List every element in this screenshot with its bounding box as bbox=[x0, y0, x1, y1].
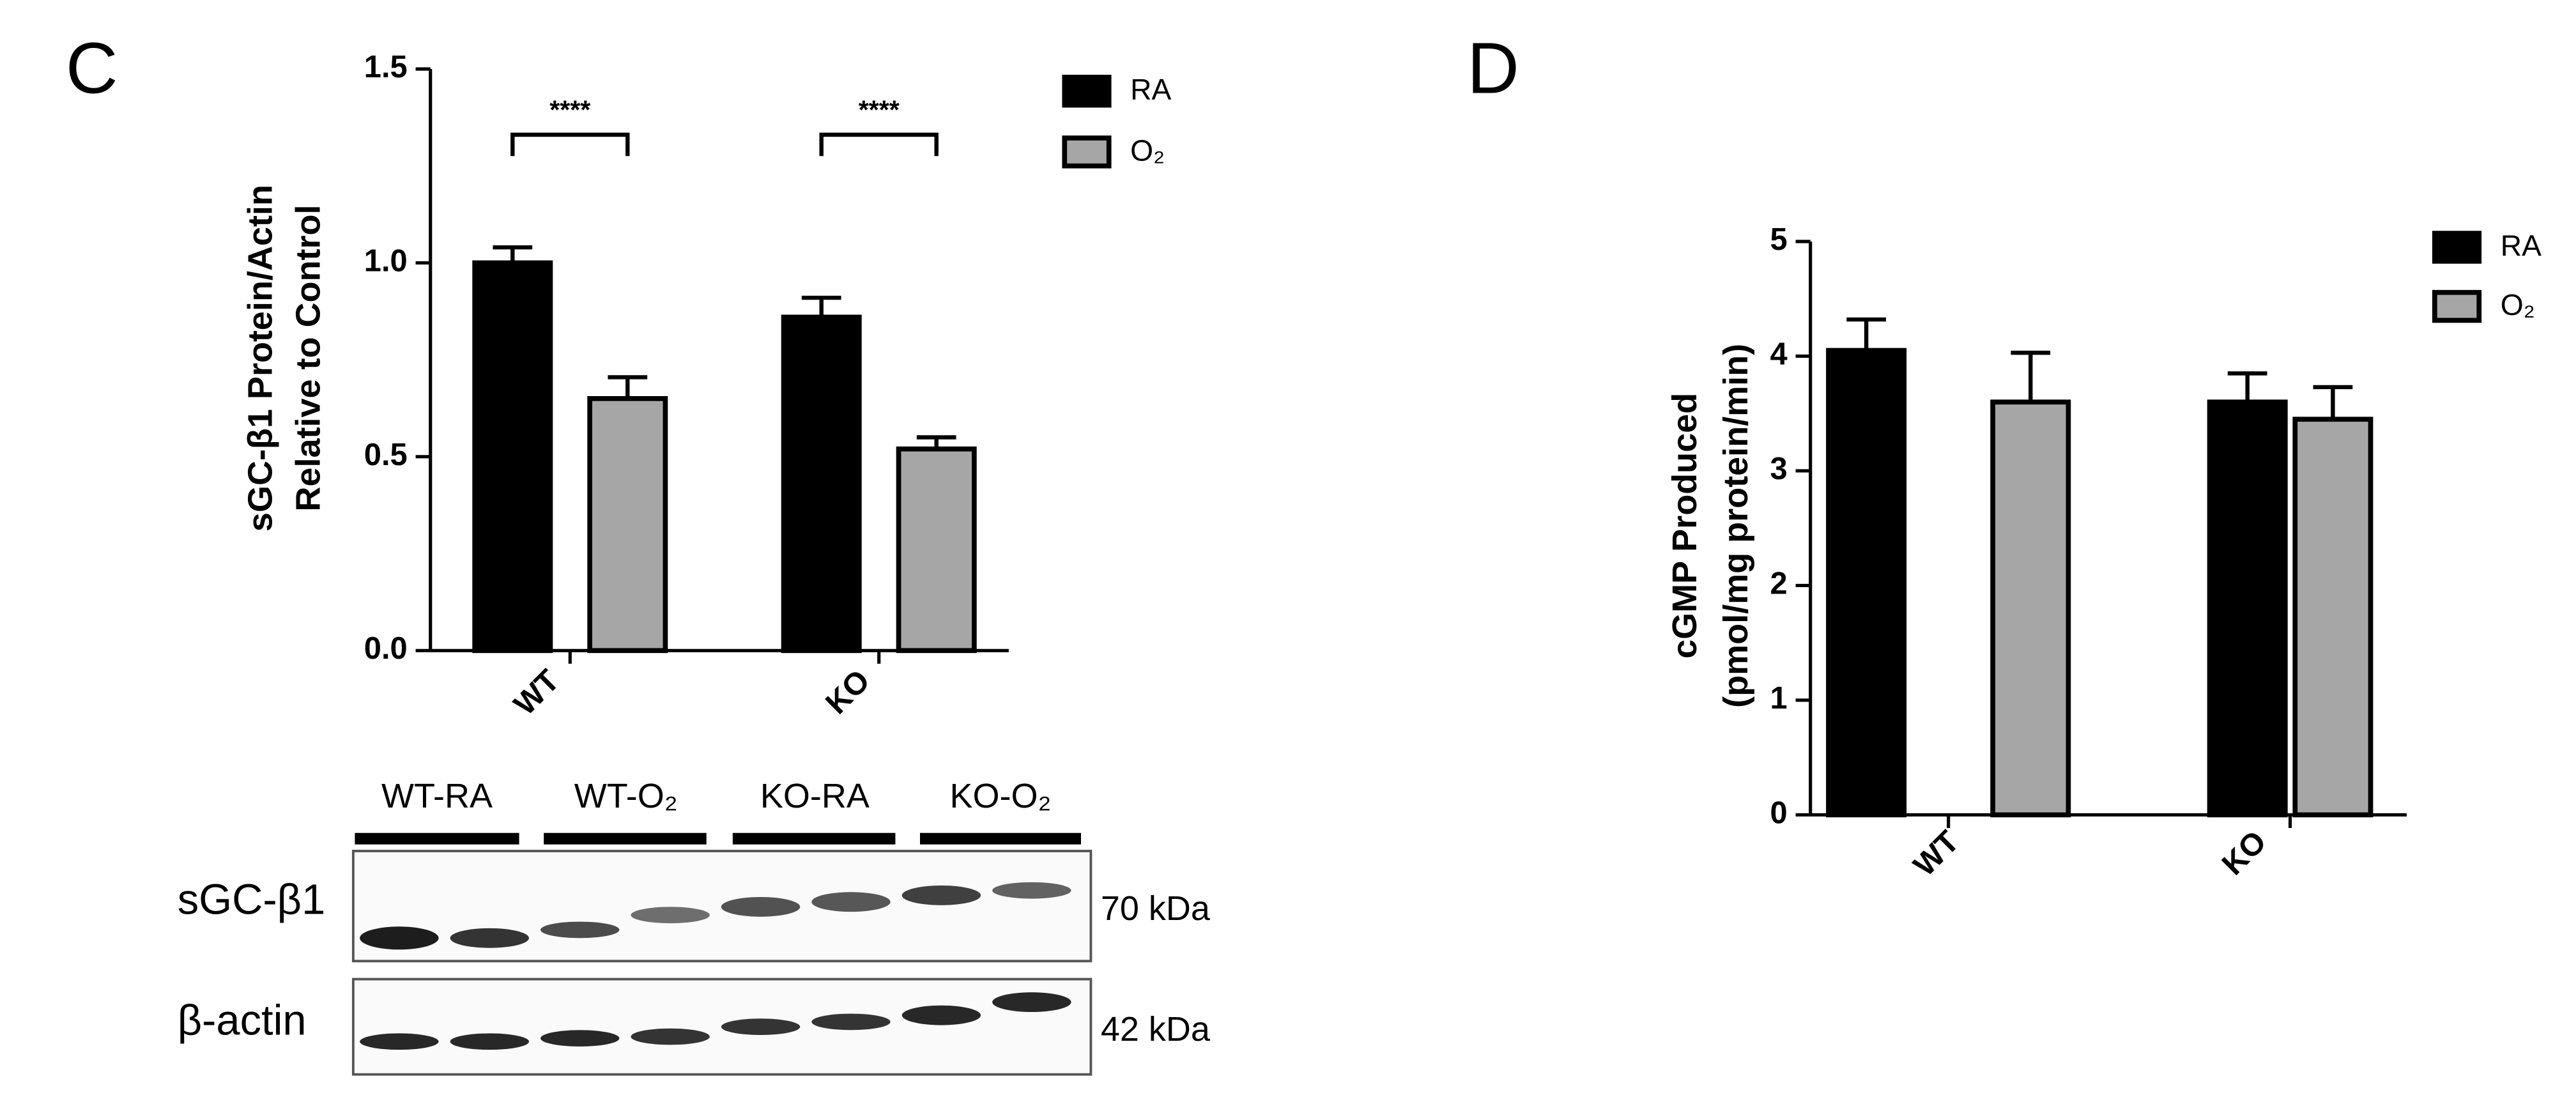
legend-label: O₂ bbox=[2501, 288, 2535, 321]
y-axis-label: cGMP Produced bbox=[1666, 393, 1704, 659]
blot-band bbox=[360, 1033, 439, 1050]
lane-bar bbox=[732, 832, 896, 845]
x-tick-label: KO bbox=[819, 663, 877, 721]
legend-swatch bbox=[2432, 289, 2482, 323]
band-size: 42 kDa bbox=[1101, 1010, 1211, 1048]
legend-swatch bbox=[1062, 135, 1112, 169]
significance-bracket bbox=[819, 132, 939, 157]
y-tick-label: 4 bbox=[1770, 337, 1788, 371]
legend-label: RA bbox=[2501, 229, 2542, 263]
y-axis-label: Relative to Control bbox=[289, 205, 327, 512]
error-bar bbox=[801, 295, 841, 318]
blot-band bbox=[631, 1028, 710, 1045]
bar bbox=[1826, 348, 1907, 818]
lane-label: WT-RA bbox=[381, 777, 493, 815]
blot-band bbox=[450, 928, 529, 948]
significance-bracket bbox=[510, 132, 630, 157]
bar bbox=[2292, 417, 2373, 818]
legend-swatch bbox=[2432, 231, 2482, 264]
y-axis-label: (pmol/mg protein/min) bbox=[1717, 344, 1755, 708]
panel-label: C bbox=[66, 28, 118, 109]
error-bar bbox=[493, 245, 533, 263]
blot-band bbox=[811, 892, 891, 912]
lane-bar bbox=[544, 832, 707, 845]
error-bar bbox=[2227, 371, 2267, 402]
blot-band bbox=[721, 1018, 801, 1035]
blot-band bbox=[450, 1033, 529, 1050]
error-bar bbox=[1846, 317, 1886, 351]
row-label: sGC-β1 bbox=[178, 876, 326, 924]
lane-bar bbox=[355, 832, 519, 845]
bar bbox=[1990, 399, 2071, 818]
x-tick-label: KO bbox=[2216, 824, 2273, 882]
blot-band bbox=[901, 885, 981, 905]
x-tick-label: WT bbox=[1907, 824, 1966, 883]
bar bbox=[472, 260, 553, 654]
error-bar bbox=[2313, 385, 2353, 420]
y-tick-label: 5 bbox=[1770, 222, 1788, 257]
blot-band bbox=[721, 897, 801, 917]
panel-label: D bbox=[1467, 28, 1519, 109]
band-size: 70 kDa bbox=[1101, 889, 1211, 928]
bar bbox=[2207, 399, 2288, 818]
y-tick-label: 1.5 bbox=[364, 50, 408, 84]
y-tick-label: 3 bbox=[1770, 452, 1788, 486]
y-tick-label: 0.5 bbox=[364, 438, 408, 472]
legend-label: RA bbox=[1130, 73, 1171, 106]
blot-box bbox=[351, 977, 1092, 1076]
y-axis-label: sGC-β1 Protein/Actin bbox=[241, 185, 280, 532]
y-tick-label: 0.0 bbox=[364, 631, 408, 666]
y-tick-label: 1 bbox=[1770, 681, 1788, 716]
significance-label: **** bbox=[549, 95, 590, 125]
bar bbox=[896, 446, 977, 654]
bar bbox=[587, 395, 668, 654]
bar bbox=[781, 314, 862, 654]
lane-label: WT-O₂ bbox=[574, 777, 678, 815]
blot-band bbox=[992, 882, 1071, 899]
legend-label: O₂ bbox=[1130, 134, 1165, 167]
blot-band bbox=[540, 921, 620, 939]
lane-label: KO-O₂ bbox=[950, 777, 1052, 815]
blot-band bbox=[992, 992, 1071, 1012]
blot-band bbox=[360, 926, 439, 950]
y-tick-label: 2 bbox=[1770, 566, 1788, 601]
y-tick-label: 0 bbox=[1770, 795, 1788, 830]
row-label: β-actin bbox=[178, 997, 307, 1045]
significance-label: **** bbox=[859, 95, 900, 125]
blot-band bbox=[811, 1013, 891, 1031]
x-tick-label: WT bbox=[507, 663, 566, 722]
error-bar bbox=[608, 375, 648, 399]
blot-band bbox=[631, 907, 710, 924]
blot-band bbox=[901, 1005, 981, 1025]
legend-swatch bbox=[1062, 75, 1112, 108]
lane-bar bbox=[920, 832, 1081, 845]
y-tick-label: 1.0 bbox=[364, 243, 408, 278]
lane-label: KO-RA bbox=[760, 777, 870, 815]
blot-band bbox=[540, 1030, 620, 1046]
error-bar bbox=[2011, 350, 2051, 402]
